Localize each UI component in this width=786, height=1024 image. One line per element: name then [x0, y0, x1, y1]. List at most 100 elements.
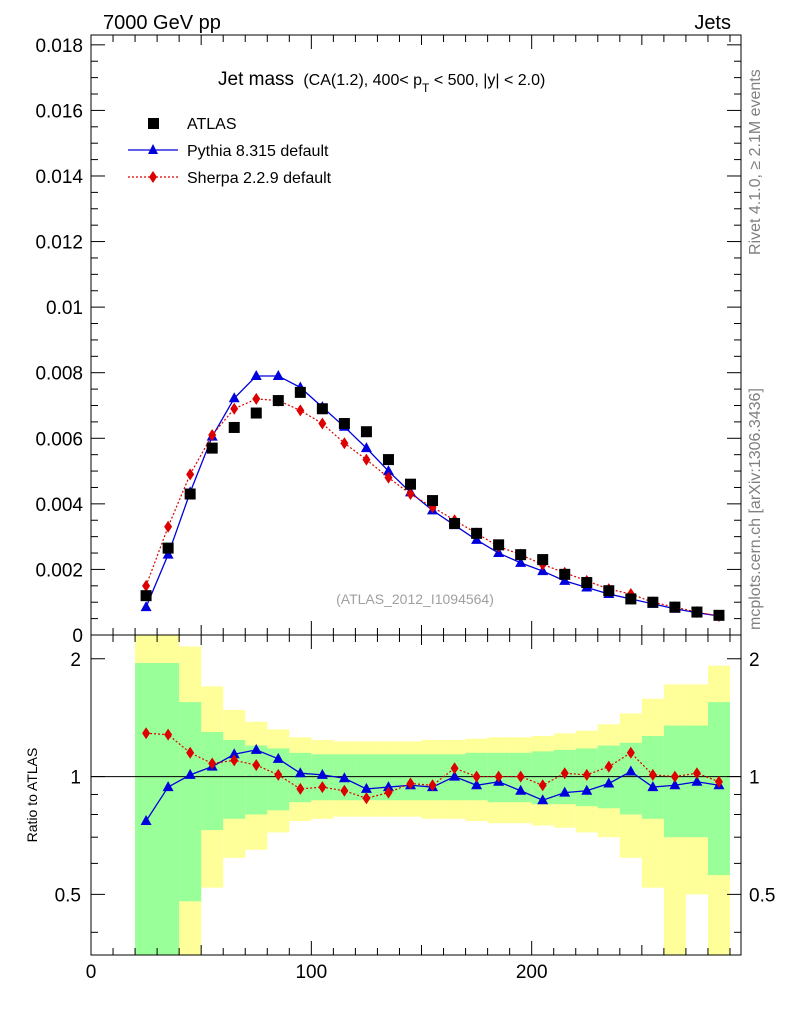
- ratio-sherpa-point: [516, 770, 525, 783]
- ratio-pythia-point: [669, 779, 681, 790]
- ratio-sherpa-point: [296, 782, 305, 795]
- ratio-pythia-point: [162, 781, 174, 792]
- sherpa-point: [142, 579, 151, 592]
- sherpa-point: [252, 392, 261, 405]
- ratio-sherpa-point: [626, 746, 635, 759]
- atlas-point: [250, 407, 262, 419]
- sherpa-point: [406, 488, 415, 501]
- ratio-sherpa-point: [318, 781, 327, 794]
- ratio-inner-band-bin: [135, 663, 158, 955]
- atlas-point: [691, 606, 703, 618]
- analysis-label: (ATLAS_2012_I1094564): [336, 591, 494, 607]
- pythia-point: [559, 574, 571, 585]
- atlas-point: [184, 488, 196, 500]
- ratio-pythia-point: [603, 777, 615, 788]
- main-ytick-label: 0.008: [35, 364, 83, 385]
- ratio-inner-band-bin: [421, 754, 444, 801]
- energy-label: 7000 GeV pp: [103, 12, 221, 34]
- main-ytick-label: 0.002: [35, 560, 83, 581]
- legend-sherpa-label: Sherpa 2.2.9 default: [187, 170, 332, 187]
- ratio-sherpa-point: [142, 727, 151, 740]
- atlas-point: [625, 593, 637, 605]
- chart-title-detail-sub: T: [422, 81, 430, 95]
- atlas-point: [515, 549, 527, 561]
- ratio-inner-band-bin: [179, 702, 202, 902]
- atlas-point: [228, 421, 240, 433]
- ratio-ylabel: Ratio to ATLAS: [24, 748, 40, 843]
- chart-title-main: Jet mass: [218, 69, 294, 90]
- ratio-sherpa-point: [384, 786, 393, 799]
- legend-atlas-marker: [148, 118, 159, 129]
- pythia-point: [515, 556, 527, 567]
- sherpa-point: [296, 404, 305, 417]
- ratio-ticks: [90, 635, 741, 955]
- ratio-inner-band-bin: [157, 663, 180, 955]
- ratio-pythia-point: [382, 781, 394, 792]
- legend-atlas-label: ATLAS: [187, 116, 237, 133]
- ratio-sherpa-point: [186, 746, 195, 759]
- atlas-point: [162, 542, 174, 554]
- atlas-point: [449, 518, 461, 530]
- main-ytick-label: 0.018: [35, 36, 83, 57]
- ratio-pythia-point: [316, 768, 328, 779]
- atlas-point: [647, 596, 659, 608]
- xtick-label: 200: [516, 962, 548, 983]
- ratio-sherpa-point: [560, 767, 569, 780]
- pythia-point: [228, 392, 240, 403]
- sherpa-point: [230, 402, 239, 415]
- ratio-ytick-label-right: 0.5: [749, 885, 775, 906]
- source-label: mcplots.cern.ch [arXiv:1306.3436]: [747, 388, 764, 630]
- ratio-sherpa-point: [538, 779, 547, 792]
- main-ytick-label: 0: [72, 626, 83, 647]
- ratio-pythia-point: [471, 779, 483, 790]
- ratio-inner-band-bin: [201, 731, 224, 831]
- ratio-ytick-label-right: 2: [749, 650, 760, 671]
- main-ytick-label: 0.014: [35, 167, 83, 188]
- ratio-pythia-point: [228, 748, 240, 759]
- ratio-pythia-point: [140, 814, 152, 825]
- ratio-frame: [90, 634, 742, 956]
- atlas-point: [272, 395, 284, 407]
- atlas-point: [140, 590, 152, 602]
- sherpa-point: [384, 471, 393, 484]
- ratio-pythia-point: [559, 786, 571, 797]
- atlas-point: [559, 568, 571, 580]
- ratio-sherpa-point: [472, 770, 481, 783]
- main-ytick-labels: 0 0.002 0.004 0.006 0.008 0.01 0.012 0.014 0.016…: [35, 36, 83, 647]
- legend-pythia-marker: [148, 144, 158, 154]
- main-ytick-label: 0.016: [35, 101, 83, 122]
- main-ytick-label: 0.012: [35, 233, 83, 254]
- atlas-point: [294, 386, 306, 398]
- ratio-pythia-point: [184, 768, 196, 779]
- ratio-inner-band-bin: [399, 754, 422, 801]
- ratio-sherpa-point: [604, 760, 613, 773]
- legend-sherpa-marker: [149, 171, 157, 183]
- ratio-inner-band-bin: [377, 754, 400, 801]
- ratio-inner-band-bin: [619, 742, 642, 815]
- ratio-sherpa-point: [362, 792, 371, 805]
- ratio-sherpa-point: [340, 784, 349, 797]
- pythia-point: [140, 601, 152, 612]
- sherpa-point: [318, 417, 327, 430]
- atlas-point: [206, 442, 218, 454]
- atlas-point: [404, 478, 416, 490]
- atlas-point: [537, 554, 549, 566]
- ratio-sherpa-series: [142, 727, 723, 805]
- main-ytick-label: 0.006: [35, 429, 83, 450]
- ratio-pythia-point: [647, 781, 659, 792]
- sherpa-point: [186, 468, 195, 481]
- ratio-ytick-label: 0.5: [55, 885, 81, 906]
- xtick-labels: 0 100 200: [86, 962, 548, 983]
- atlas-point: [669, 601, 681, 613]
- atlas-point: [316, 403, 328, 415]
- pythia-point: [250, 369, 262, 380]
- ratio-pythia-point: [581, 784, 593, 795]
- ratio-ytick-labels: 0.5 0.5 1 1 2 2: [55, 650, 776, 907]
- ratio-pythia-point: [294, 767, 306, 778]
- atlas-point: [603, 585, 615, 597]
- ratio-sherpa-point: [692, 767, 701, 780]
- chart-title-detail-post: < 500, |y| < 2.0): [429, 72, 545, 89]
- main-ytick-label: 0.004: [35, 495, 83, 516]
- ratio-sherpa-point: [450, 762, 459, 775]
